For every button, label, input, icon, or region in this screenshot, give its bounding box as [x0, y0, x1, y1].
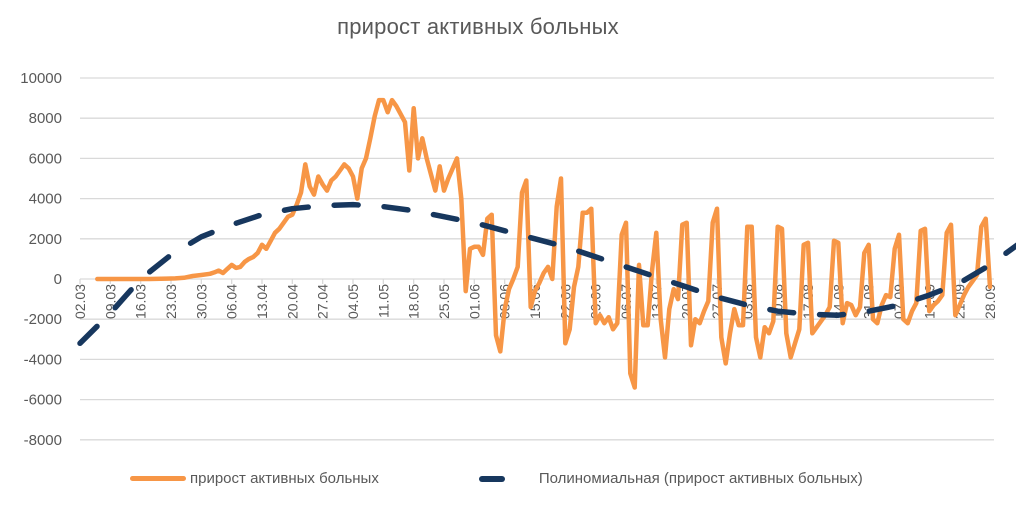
x-tick-label: 09.03 — [102, 284, 118, 319]
y-tick-label: -4000 — [24, 351, 62, 368]
x-tick-label: 20.04 — [284, 284, 300, 319]
y-tick-label: 0 — [54, 271, 62, 288]
x-tick-label: 25.05 — [436, 284, 452, 319]
legend-label-trend: Полиномиальная (прирост активных больных… — [538, 470, 863, 487]
x-tick-label: 13.04 — [254, 284, 270, 319]
legend: прирост активных больных Полиномиальная … — [130, 470, 863, 487]
actual-series-line — [95, 97, 993, 390]
y-tick-label: -8000 — [24, 432, 62, 449]
y-tick-label: 8000 — [29, 110, 62, 127]
x-tick-label: 01.06 — [466, 284, 482, 319]
x-tick-label: 30.03 — [193, 284, 209, 319]
chart-title: прирост активных больных — [337, 14, 619, 39]
x-tick-label: 27.04 — [315, 284, 331, 319]
x-tick-label: 06.04 — [224, 284, 240, 319]
solid-line-swatch-icon — [130, 476, 186, 481]
legend-item-actual[interactable]: прирост активных больных — [130, 470, 379, 487]
dashed-line-swatch-icon — [478, 475, 505, 482]
y-tick-label: 6000 — [29, 150, 62, 167]
y-tick-label: 4000 — [29, 191, 62, 208]
x-tick-label: 04.05 — [345, 284, 361, 319]
y-tick-label: 2000 — [29, 231, 62, 248]
x-tick-label: 02.03 — [72, 284, 88, 319]
x-tick-label: 16.03 — [133, 284, 149, 319]
trendline — [77, 201, 1016, 347]
x-tick-label: 11.05 — [375, 284, 391, 318]
x-tick-label: 23.03 — [163, 284, 179, 319]
x-tick-label: 18.05 — [406, 284, 422, 319]
y-tick-label: -2000 — [24, 311, 62, 328]
y-tick-label: 10000 — [20, 70, 62, 87]
y-tick-label: -6000 — [24, 392, 62, 409]
x-tick-label: 28.09 — [982, 284, 998, 319]
legend-label-actual: прирост активных больных — [190, 470, 379, 487]
legend-item-trend[interactable]: Полиномиальная (прирост активных больных… — [379, 470, 863, 487]
